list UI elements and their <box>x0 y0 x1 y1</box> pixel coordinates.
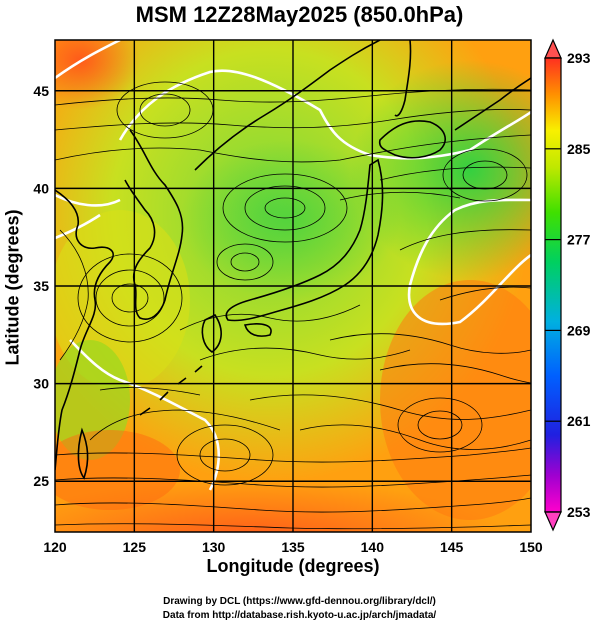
y-axis-label: Latitude (degrees) <box>2 209 23 366</box>
x-tick-label: 150 <box>519 539 543 555</box>
colorbar-max-arrow <box>544 38 562 59</box>
map-title: MSM 12Z28May2025 (850.0hPa) <box>135 2 464 27</box>
y-tick-labels: 25 30 35 40 45 <box>33 83 49 489</box>
x-axis-label: Longitude (degrees) <box>206 556 380 576</box>
colorbar-tick-label: 293 <box>567 50 591 66</box>
x-tick-label: 125 <box>123 539 147 555</box>
y-tick-label: 45 <box>33 83 49 99</box>
y-tick-label: 35 <box>33 278 49 294</box>
colorbar-tick-label: 277 <box>567 232 591 248</box>
x-tick-label: 130 <box>202 539 226 555</box>
x-tick-label: 145 <box>440 539 464 555</box>
colorbar: 293 285 277 269 261 253 <box>544 38 591 532</box>
x-tick-labels: 120 125 130 135 140 145 150 <box>43 539 543 555</box>
colorbar-tick-label: 253 <box>567 504 591 520</box>
credit-data-source: Data from http://database.rish.kyoto-u.a… <box>162 610 437 621</box>
colorbar-scale <box>544 57 562 513</box>
isotherm-contours <box>55 40 531 491</box>
y-tick-label: 40 <box>33 180 49 196</box>
colorbar-tick-label: 269 <box>567 322 591 338</box>
x-tick-label: 140 <box>361 539 385 555</box>
colorbar-tick-label: 285 <box>567 141 591 157</box>
graticule <box>55 40 531 532</box>
wind-streamlines <box>55 81 531 530</box>
y-tick-label: 30 <box>33 376 49 392</box>
colorbar-min-arrow <box>544 511 562 532</box>
y-tick-label: 25 <box>33 473 49 489</box>
x-tick-label: 120 <box>43 539 67 555</box>
plot-frame <box>54 39 532 533</box>
colorbar-tick-label: 261 <box>567 413 591 429</box>
credit-drawing: Drawing by DCL (https://www.gfd-dennou.o… <box>163 596 436 607</box>
x-tick-label: 135 <box>281 539 305 555</box>
